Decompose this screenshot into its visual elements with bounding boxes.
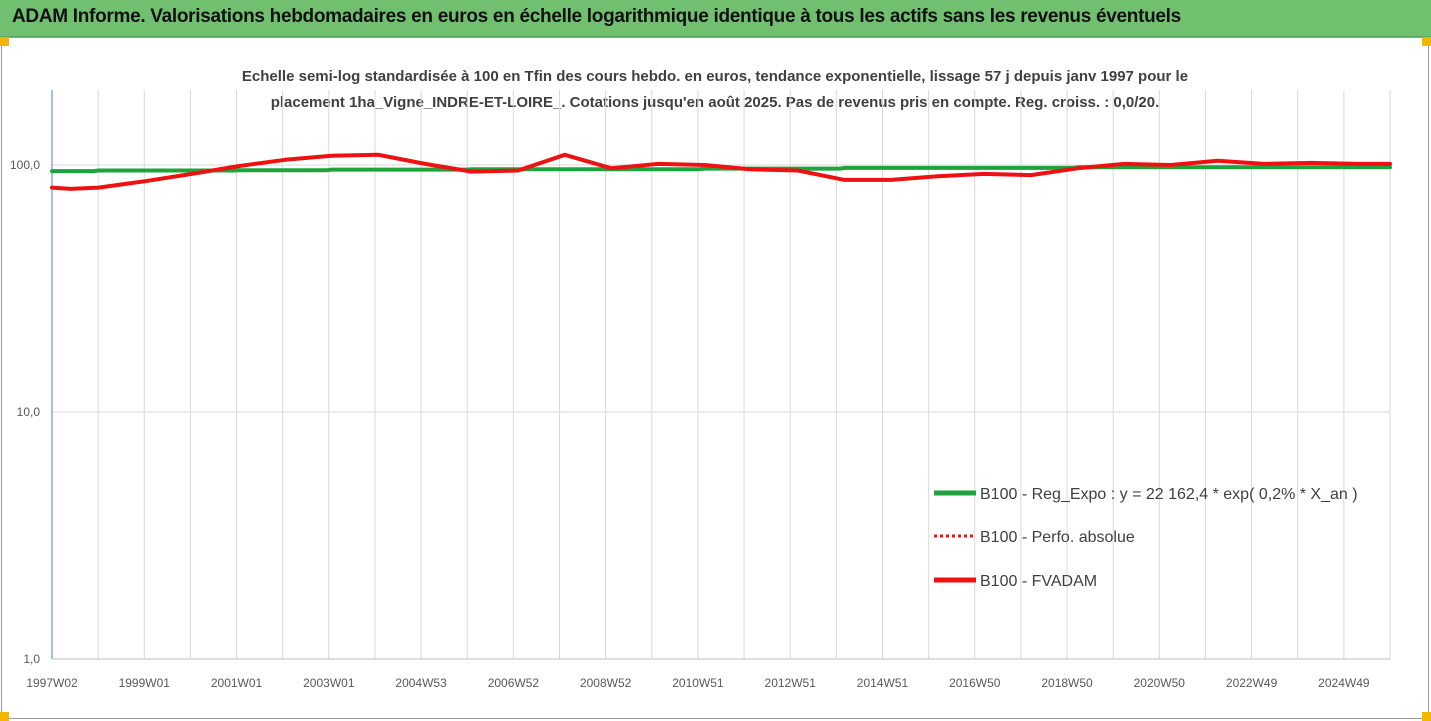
x-tick-label: 1999W01 [119, 676, 171, 690]
x-tick-label: 2024W49 [1318, 676, 1370, 690]
x-tick-label: 1997W02 [26, 676, 78, 690]
series-line-fvadam [50, 152, 1392, 191]
x-tick-label: 2004W53 [395, 676, 447, 690]
report-title: ADAM Informe. Valorisations hebdomadaire… [12, 6, 1181, 27]
chart-title-line-1: Echelle semi-log standardisée à 100 en T… [241, 68, 1189, 85]
x-tick-label: 2014W51 [857, 676, 909, 690]
corner-marker-bottom-right [1422, 712, 1431, 721]
legend-label: B100 - Reg_Expo : y = 22 162,4 * exp( 0,… [980, 486, 1358, 503]
legend: B100 - Reg_Expo : y = 22 162,4 * exp( 0,… [934, 486, 1358, 590]
x-tick-label: 2010W51 [672, 676, 724, 690]
chart-title-line-2: placement 1ha_Vigne_INDRE-ET-LOIRE_. Cot… [270, 94, 1160, 111]
x-tick-label: 2006W52 [488, 676, 540, 690]
x-tick-label: 2016W50 [949, 676, 1001, 690]
x-tick-label: 2012W51 [765, 676, 817, 690]
x-tick-label: 2008W52 [580, 676, 632, 690]
grid [51, 90, 1391, 660]
series [50, 152, 1392, 191]
report-banner: ADAM Informe. Valorisations hebdomadaire… [0, 0, 1431, 37]
legend-label: B100 - Perfo. absolue [980, 529, 1135, 546]
x-tick-label: 2003W01 [303, 676, 355, 690]
corner-marker-top-right [1422, 37, 1431, 46]
corner-marker-bottom-left [0, 712, 9, 721]
axes: 1,0 10,0 100,0 1997W02 1999W01 2001W01 2003W01… [10, 90, 1390, 690]
x-tick-label: 2022W49 [1226, 676, 1278, 690]
chart-title: Echelle semi-log standardisée à 100 en T… [180, 64, 1250, 116]
y-tick-label: 1,0 [23, 652, 40, 666]
y-tick-label: 100,0 [10, 158, 40, 172]
chart-frame [1, 37, 1429, 719]
corner-marker-top-left [0, 37, 9, 46]
x-tick-label: 2001W01 [211, 676, 263, 690]
x-tick-label: 2018W50 [1041, 676, 1093, 690]
x-tick-label: 2020W50 [1134, 676, 1186, 690]
y-tick-label: 10,0 [17, 405, 41, 419]
legend-label: B100 - FVADAM [980, 573, 1097, 590]
